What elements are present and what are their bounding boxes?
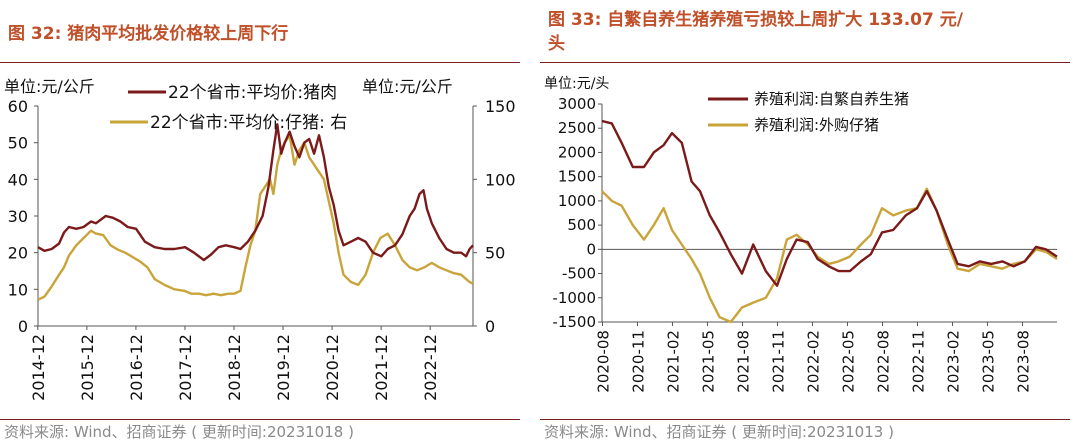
figure-33-source: 资料来源: Wind、招商证券 ( 更新时间:20231013 ) bbox=[544, 423, 894, 441]
y-tick-label: -500 bbox=[562, 265, 596, 283]
right-y-tick-label: 0 bbox=[485, 317, 495, 336]
x-tick-label: 2023-05 bbox=[979, 330, 997, 393]
figure-32-bottom-rule bbox=[0, 419, 520, 420]
left-y-tick-label: 30 bbox=[8, 207, 28, 226]
figure-33-title-rule bbox=[540, 62, 1070, 63]
y-tick-label: 2000 bbox=[558, 143, 596, 161]
right-y-tick-label: 50 bbox=[485, 244, 505, 263]
x-tick-label: 2023-02 bbox=[944, 330, 962, 393]
y-tick-label: 3000 bbox=[558, 95, 596, 113]
x-tick-label: 2021-02 bbox=[664, 330, 682, 393]
figure-33-panel: 图 33: 自繁自养生猪养殖亏损较上周扩大 133.07 元/ 头 单位:元/头… bbox=[540, 0, 1080, 448]
figure-32-source: 资料来源: Wind、招商证券 ( 更新时间:20231018 ) bbox=[4, 423, 354, 441]
right-y-tick-label: 150 bbox=[485, 97, 516, 116]
legend-label-pork: 22个省市:平均价:猪肉 bbox=[168, 83, 337, 103]
left-y-tick-label: 0 bbox=[18, 317, 28, 336]
x-tick-label: 2020-08 bbox=[594, 330, 612, 393]
left-y-tick-label: 60 bbox=[8, 97, 28, 116]
x-tick-label: 2022-02 bbox=[804, 330, 822, 393]
legend-label-purchased: 养殖利润:外购仔猪 bbox=[754, 116, 879, 134]
left-y-tick-label: 10 bbox=[8, 280, 28, 299]
right-y-tick-label: 100 bbox=[485, 170, 516, 189]
piglet-price-line bbox=[37, 134, 474, 301]
x-tick-label: 2019-12 bbox=[274, 334, 293, 401]
x-tick-label: 2016-12 bbox=[127, 334, 146, 401]
y-tick-label: 1500 bbox=[558, 168, 596, 186]
x-tick-label: 2023-08 bbox=[1014, 330, 1032, 393]
figure-33-title-line1: 图 33: 自繁自养生猪养殖亏损较上周扩大 133.07 元/ bbox=[548, 10, 963, 30]
purchased-piglet-profit-line bbox=[601, 187, 1058, 324]
right-unit-label: 单位:元/公斤 bbox=[362, 77, 453, 96]
x-tick-label: 2014-12 bbox=[29, 334, 48, 401]
x-tick-label: 2021-08 bbox=[734, 330, 752, 393]
self-bred-profit-line bbox=[601, 119, 1058, 287]
y-tick-label: 1000 bbox=[558, 192, 596, 210]
x-tick-label: 2022-05 bbox=[839, 330, 857, 393]
left-y-tick-label: 20 bbox=[8, 244, 28, 263]
x-tick-label: 2022-11 bbox=[909, 330, 927, 393]
y-tick-label: -1500 bbox=[552, 313, 596, 331]
y-tick-label: 500 bbox=[567, 216, 596, 234]
figure-32-title: 图 32: 猪肉平均批发价格较上周下行 bbox=[8, 24, 289, 44]
y-tick-label: 2500 bbox=[558, 119, 596, 137]
x-tick-label: 2020-11 bbox=[629, 330, 647, 393]
figure-33-title-line2: 头 bbox=[548, 34, 565, 54]
x-tick-label: 2018-12 bbox=[225, 334, 244, 401]
x-tick-label: 2015-12 bbox=[78, 334, 97, 401]
x-tick-label: 2021-05 bbox=[699, 330, 717, 393]
figure-33-bottom-rule bbox=[540, 419, 1070, 420]
left-unit-label: 单位:元/公斤 bbox=[4, 77, 95, 96]
legend-label-piglet: 22个省市:平均价:仔猪: 右 bbox=[150, 113, 347, 133]
figure-32-title-rule bbox=[0, 62, 520, 63]
y-tick-label: -1000 bbox=[552, 289, 596, 307]
figure-33-title: 图 33: 自繁自养生猪养殖亏损较上周扩大 133.07 元/ 头 bbox=[548, 8, 1068, 56]
x-tick-label: 2022-08 bbox=[874, 330, 892, 393]
x-tick-label: 2020-12 bbox=[323, 334, 342, 401]
figure-33-chart: 单位:元/头 3000 2500 2000 1500 1000 500 0 -500 -1000 -… bbox=[544, 76, 1058, 393]
x-tick-label: 2021-11 bbox=[769, 330, 787, 393]
pork-price-line bbox=[37, 123, 474, 262]
left-y-tick-label: 50 bbox=[8, 134, 28, 153]
figure-32-panel: 图 32: 猪肉平均批发价格较上周下行 单位:元/公斤 单位:元/公斤 60 50 40… bbox=[0, 0, 530, 448]
figure-32-chart: 单位:元/公斤 单位:元/公斤60504030201001501005002014… bbox=[4, 77, 516, 401]
legend-label-self-bred: 养殖利润:自繁自养生猪 bbox=[754, 90, 909, 108]
left-y-tick-label: 40 bbox=[8, 170, 28, 189]
x-tick-label: 2021-12 bbox=[372, 334, 391, 401]
x-tick-label: 2017-12 bbox=[176, 334, 195, 401]
y-tick-label: 0 bbox=[586, 240, 596, 258]
unit-label: 单位:元/头 bbox=[544, 76, 609, 92]
x-tick-label: 2022-12 bbox=[421, 334, 440, 401]
